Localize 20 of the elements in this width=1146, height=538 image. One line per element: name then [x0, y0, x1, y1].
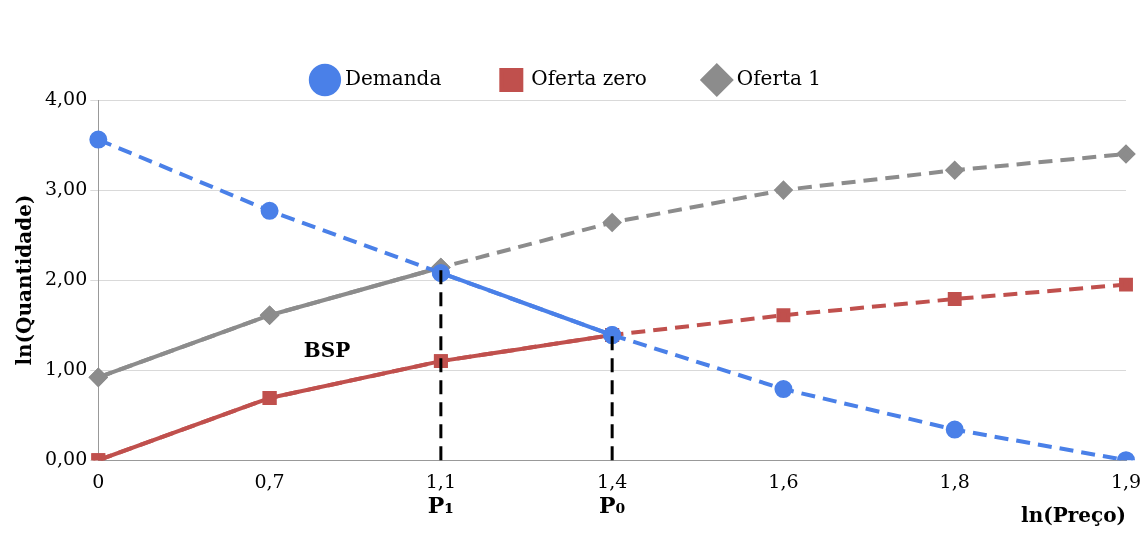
ref-line-label: P₀ [599, 491, 626, 518]
x-tick-label: 1,6 [768, 469, 799, 492]
legend-label: Oferta 1 [736, 66, 822, 91]
ref-line-label: P₁ [427, 491, 454, 518]
x-tick-label: 1,4 [597, 469, 628, 492]
x-tick-label: 1,9 [1110, 469, 1142, 492]
x-tick-label: 1,1 [425, 469, 456, 492]
y-tick-label: 1,00 [44, 357, 88, 380]
y-tick-label: 0,00 [44, 447, 88, 470]
x-tick-label: 0 [92, 469, 105, 492]
y-axis-title: ln(Quantidade) [12, 194, 37, 366]
y-tick-label: 2,00 [44, 267, 88, 290]
legend-label: Demanda [344, 66, 442, 91]
legend-label: Oferta zero [531, 66, 647, 91]
x-tick-label: 1,8 [939, 469, 970, 492]
y-tick-label: 3,00 [44, 176, 88, 199]
x-axis-title: ln(Preço) [1021, 503, 1126, 528]
y-tick-label: 4,00 [44, 86, 88, 109]
annotation: BSP [303, 338, 351, 363]
x-tick-label: 0,7 [254, 469, 285, 492]
